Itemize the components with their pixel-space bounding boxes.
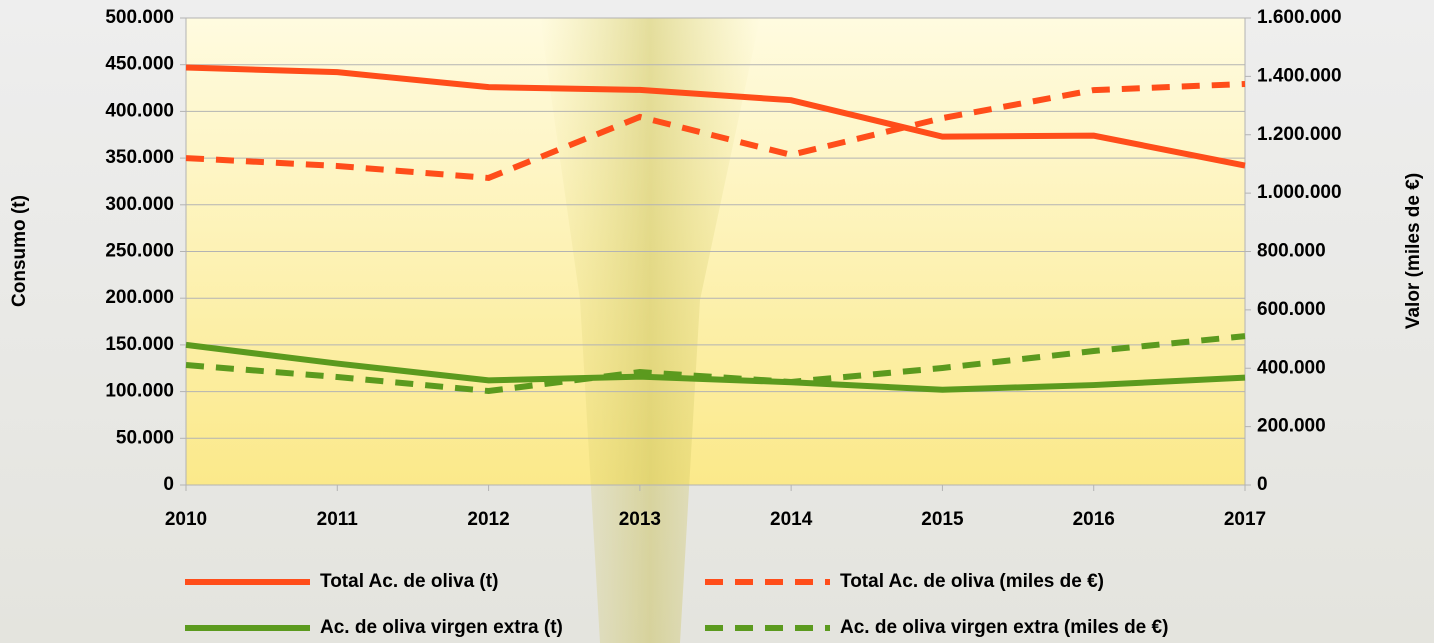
y-tick-label: 350.000 bbox=[105, 147, 174, 168]
y2-tick-label: 800.000 bbox=[1257, 241, 1326, 262]
y-tick-label: 50.000 bbox=[116, 427, 174, 448]
y-tick-label: 0 bbox=[163, 474, 174, 495]
series-line bbox=[185, 64, 1246, 169]
series-line bbox=[185, 80, 1246, 181]
y2-tick-label: 600.000 bbox=[1257, 299, 1326, 320]
y-tick-label: 500.000 bbox=[105, 7, 174, 28]
y2-tick-label: 1.000.000 bbox=[1257, 182, 1342, 203]
legend-label: Ac. de oliva virgen extra (t) bbox=[320, 617, 563, 638]
y-tick-label: 200.000 bbox=[105, 287, 174, 308]
x-tick-label: 2017 bbox=[1224, 509, 1266, 530]
y2-tick-label: 200.000 bbox=[1257, 416, 1326, 437]
y-tick-label: 300.000 bbox=[105, 194, 174, 215]
legend-label: Total Ac. de oliva (t) bbox=[320, 571, 498, 592]
legend-label: Ac. de oliva virgen extra (miles de €) bbox=[840, 617, 1168, 638]
y-axis-title: Consumo (t) bbox=[9, 195, 30, 307]
x-tick-label: 2010 bbox=[165, 509, 207, 530]
x-tick-label: 2016 bbox=[1073, 509, 1115, 530]
legend-label: Total Ac. de oliva (miles de €) bbox=[840, 571, 1104, 592]
x-tick-label: 2011 bbox=[317, 509, 359, 530]
y-tick-label: 250.000 bbox=[105, 241, 174, 262]
y2-tick-label: 400.000 bbox=[1257, 357, 1326, 378]
background-decoration bbox=[540, 18, 760, 643]
x-tick-label: 2015 bbox=[921, 509, 964, 530]
x-tick-label: 2014 bbox=[770, 509, 813, 530]
y-tick-label: 400.000 bbox=[105, 100, 174, 121]
y2-tick-label: 1.200.000 bbox=[1257, 124, 1342, 145]
y2-tick-label: 1.600.000 bbox=[1257, 7, 1342, 28]
y-tick-label: 450.000 bbox=[105, 54, 174, 75]
y2-tick-label: 1.400.000 bbox=[1257, 65, 1342, 86]
y-tick-label: 100.000 bbox=[105, 381, 174, 402]
y2-tick-label: 0 bbox=[1257, 474, 1268, 495]
x-tick-label: 2013 bbox=[619, 509, 661, 530]
series-line bbox=[185, 341, 1246, 393]
series-line bbox=[185, 333, 1246, 395]
x-tick-label: 2012 bbox=[467, 509, 509, 530]
y-tick-label: 150.000 bbox=[105, 334, 174, 355]
y2-axis-title: Valor (miles de €) bbox=[1403, 173, 1424, 329]
